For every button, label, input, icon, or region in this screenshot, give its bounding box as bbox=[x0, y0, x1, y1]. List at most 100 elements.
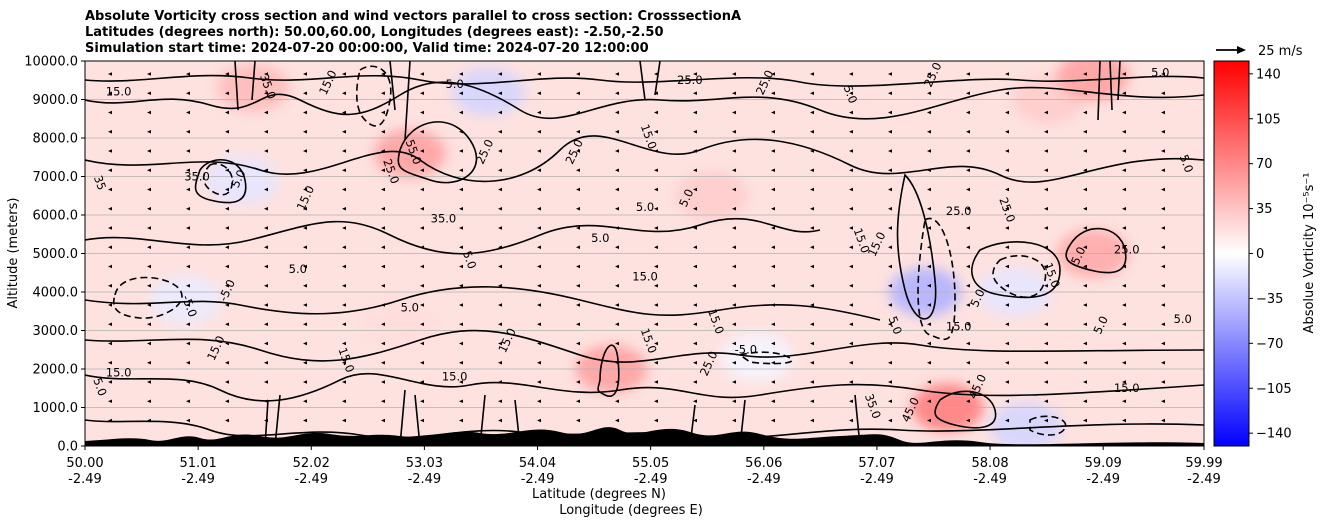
colorbar-tick-label: −35 bbox=[1256, 292, 1283, 307]
wind-vector-arrow bbox=[966, 341, 970, 346]
wind-vector-arrow bbox=[381, 187, 385, 192]
wind-vector-arrow bbox=[186, 72, 190, 76]
vorticity-region bbox=[205, 156, 278, 205]
wind-vector-arrow bbox=[966, 360, 970, 365]
wind-vector-arrow bbox=[303, 72, 307, 76]
wind-vector-arrow bbox=[342, 129, 346, 134]
wind-vector-arrow bbox=[966, 418, 970, 423]
wind-vector-arrow bbox=[498, 303, 502, 307]
wind-vector-arrow bbox=[186, 110, 190, 115]
wind-vector-arrow bbox=[1083, 168, 1087, 173]
wind-vector-arrow bbox=[732, 303, 736, 307]
colorbar-tick-label: 0 bbox=[1256, 247, 1264, 262]
contour-label: 15.0 bbox=[106, 85, 132, 99]
wind-vector-arrow bbox=[303, 91, 307, 96]
wind-vector-arrow bbox=[225, 380, 229, 384]
contour-label: 5.0 bbox=[636, 200, 654, 214]
wind-vector-arrow bbox=[342, 399, 346, 404]
wind-vector-arrow bbox=[654, 187, 658, 192]
wind-vector-arrow bbox=[927, 226, 931, 230]
wind-vector-arrow bbox=[420, 149, 424, 153]
wind-vector-arrow bbox=[927, 206, 931, 211]
wind-vector-arrow bbox=[810, 129, 814, 134]
wind-vector-arrow bbox=[966, 206, 970, 211]
wind-vector-arrow bbox=[381, 264, 385, 269]
wind-vector-arrow bbox=[576, 226, 580, 230]
wind-vector-arrow bbox=[381, 168, 385, 173]
wind-vector-arrow bbox=[810, 303, 814, 307]
wind-vector-arrow bbox=[615, 399, 619, 404]
x-tick-label-lat: 52.02 bbox=[293, 456, 330, 471]
wind-vector-arrow bbox=[186, 264, 190, 269]
wind-vector-arrow bbox=[771, 110, 775, 115]
wind-vector-arrow bbox=[732, 245, 736, 250]
wind-vector-arrow bbox=[147, 149, 151, 153]
wind-vector-arrow bbox=[498, 168, 502, 173]
wind-vector-arrow bbox=[1044, 341, 1048, 346]
wind-vector-arrow bbox=[1044, 206, 1048, 211]
wind-vector-arrow bbox=[498, 129, 502, 134]
wind-vector-arrow bbox=[966, 264, 970, 269]
wind-vector-arrow bbox=[927, 418, 931, 423]
wind-vector-arrow bbox=[147, 168, 151, 173]
contour-label: 5.0 bbox=[460, 249, 479, 271]
wind-vector-arrow bbox=[381, 110, 385, 115]
wind-vector-arrow bbox=[108, 283, 112, 288]
wind-vector-arrow bbox=[1122, 399, 1126, 404]
wind-vector-arrow bbox=[537, 110, 541, 115]
contour-lines bbox=[85, 61, 1204, 446]
wind-vector-arrow bbox=[264, 72, 268, 76]
wind-vector-arrow bbox=[498, 399, 502, 404]
wind-vector-arrow bbox=[771, 264, 775, 269]
wind-vector-arrow bbox=[420, 264, 424, 269]
wind-vector-arrow bbox=[108, 72, 112, 76]
x-tick-label-lat: 53.03 bbox=[406, 456, 443, 471]
x-tick-label-lon: -2.49 bbox=[634, 472, 668, 487]
wind-vector-arrow bbox=[303, 168, 307, 173]
y-axis-label: Altitude (meters) bbox=[6, 198, 21, 309]
wind-vector-arrow bbox=[303, 418, 307, 423]
contour-label: 15.0 bbox=[442, 370, 468, 384]
wind-vector-arrow bbox=[459, 168, 463, 173]
y-tick-label: 6000.0 bbox=[33, 209, 79, 224]
wind-vector-arrow bbox=[1083, 129, 1087, 134]
wind-vector-arrow bbox=[381, 149, 385, 153]
wind-vector-arrow bbox=[1083, 380, 1087, 384]
wind-vector-arrow bbox=[303, 245, 307, 250]
wind-vector-arrow bbox=[225, 360, 229, 365]
colorbar-tick-label: 105 bbox=[1256, 112, 1281, 127]
wind-vector-arrow bbox=[693, 283, 697, 288]
wind-vector-arrow bbox=[537, 129, 541, 134]
wind-vector-arrow bbox=[576, 149, 580, 153]
wind-vector-arrow bbox=[537, 283, 541, 288]
wind-vector-arrow bbox=[732, 399, 736, 404]
vorticity-region bbox=[676, 171, 749, 220]
wind-vector-arrow bbox=[186, 187, 190, 192]
y-tick-label: 10000.0 bbox=[24, 55, 78, 70]
wind-vector-arrow bbox=[420, 341, 424, 346]
wind-vector-arrow bbox=[264, 303, 268, 307]
wind-vector-arrow bbox=[381, 129, 385, 134]
negative-contour-lines bbox=[113, 65, 1067, 436]
contour-label: 15.0 bbox=[106, 366, 132, 380]
wind-vector-arrow bbox=[654, 110, 658, 115]
wind-vector-arrow bbox=[576, 245, 580, 250]
wind-vector-arrow bbox=[186, 129, 190, 134]
wind-vector-arrow bbox=[1083, 399, 1087, 404]
wind-vector-arrow bbox=[966, 149, 970, 153]
wind-vector-arrow bbox=[1083, 245, 1087, 250]
wind-vector-arrow bbox=[1122, 129, 1126, 134]
wind-vector-arrow bbox=[459, 283, 463, 288]
wind-vector-arrow bbox=[576, 418, 580, 423]
wind-vector-arrow bbox=[654, 168, 658, 173]
wind-vector-arrow bbox=[1161, 264, 1165, 269]
wind-vector-arrow bbox=[615, 168, 619, 173]
wind-vector-arrow bbox=[693, 110, 697, 115]
x-tick-label-lon: -2.49 bbox=[1086, 472, 1120, 487]
wind-vector-arrow bbox=[732, 149, 736, 153]
wind-vector-arrow bbox=[927, 149, 931, 153]
wind-vector-arrow bbox=[1083, 91, 1087, 96]
wind-vector-arrow bbox=[849, 283, 853, 288]
wind-vector-arrow bbox=[537, 72, 541, 76]
wind-vector-arrow bbox=[264, 341, 268, 346]
